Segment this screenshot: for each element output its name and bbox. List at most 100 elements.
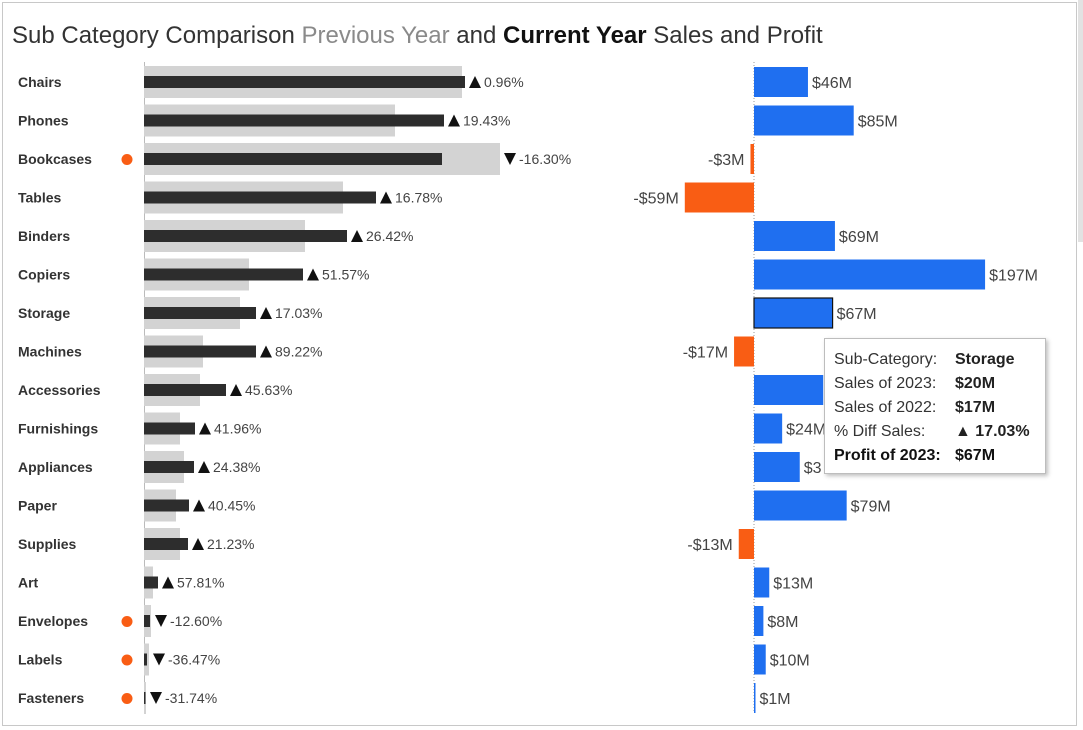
profit-label-machines: -$17M	[683, 345, 728, 362]
curr-year-bar-envelopes[interactable]	[144, 615, 150, 627]
profit-bar-labels[interactable]	[754, 644, 766, 675]
curr-year-bar-accessories[interactable]	[144, 384, 226, 396]
title-part-1: Sub Category Comparison	[12, 22, 302, 49]
profit-label-bookcases: -$3M	[708, 152, 744, 169]
title-part-5: Sales and Profit	[646, 22, 823, 49]
profit-bar-bookcases[interactable]	[750, 144, 754, 174]
category-label-labels: Labels	[18, 652, 63, 668]
curr-year-bar-storage[interactable]	[144, 307, 256, 319]
category-label-bookcases: Bookcases	[18, 151, 92, 167]
decline-marker-labels	[121, 654, 133, 666]
profit-label-binders: $69M	[839, 229, 879, 246]
curr-year-bar-furnishings[interactable]	[144, 422, 195, 435]
profit-panel: $46M $85M -$3M -$59M $69M $197M $67M -$17M $24M $…	[633, 62, 1038, 713]
curr-year-bar-tables[interactable]	[144, 191, 376, 204]
profit-bar-furnishings[interactable]	[754, 413, 783, 444]
category-label-furnishings: Furnishings	[18, 421, 98, 437]
up-triangle-icon-copiers	[307, 268, 319, 281]
tooltip-row-profit: Profit of 2023: $67M	[834, 444, 1045, 468]
profit-bar-tables[interactable]	[684, 182, 754, 213]
up-triangle-icon-art	[162, 576, 174, 589]
profit-label-tables: -$59M	[633, 191, 678, 208]
curr-year-bar-copiers[interactable]	[144, 268, 303, 281]
profit-bar-accessories[interactable]	[754, 375, 824, 405]
profit-label-copiers: $197M	[989, 268, 1038, 285]
up-triangle-icon-supplies	[192, 538, 204, 550]
category-label-supplies: Supplies	[18, 536, 77, 552]
up-triangle-icon-appliances	[198, 461, 210, 473]
curr-year-bar-paper[interactable]	[144, 499, 189, 512]
pct-diff-label-chairs: 0.96%	[484, 74, 524, 90]
pct-diff-label-supplies: 21.23%	[207, 536, 254, 552]
profit-bar-storage[interactable]	[753, 297, 834, 329]
category-label-phones: Phones	[18, 113, 69, 129]
profit-label-art: $13M	[773, 576, 813, 593]
tooltip-value: $17M	[955, 399, 996, 416]
pct-diff-label-paper: 40.45%	[208, 498, 255, 514]
pct-diff-label-copiers: 51.57%	[322, 267, 369, 283]
tooltip-key: Sales of 2022:	[834, 399, 937, 416]
storage-tooltip: Sub-Category: Storage Sales of 2023: $20M …	[824, 338, 1046, 474]
tooltip-row-sales-2023: Sales of 2023: $20M	[834, 372, 1045, 396]
down-triangle-icon-envelopes	[155, 615, 167, 627]
profit-label-supplies: -$13M	[687, 537, 732, 554]
profit-bar-binders[interactable]	[754, 221, 835, 251]
curr-year-bar-appliances[interactable]	[144, 461, 194, 473]
tooltip-key: % Diff Sales:	[834, 423, 926, 440]
category-label-binders: Binders	[18, 228, 70, 244]
category-label-machines: Machines	[18, 344, 82, 360]
profit-label-chairs: $46M	[812, 75, 852, 92]
up-triangle-icon-phones	[448, 114, 460, 127]
pct-diff-label-art: 57.81%	[177, 575, 224, 591]
profit-bar-envelopes[interactable]	[754, 606, 764, 636]
profit-label-envelopes: $8M	[767, 614, 798, 631]
category-label-appliances: Appliances	[18, 459, 93, 475]
pct-diff-label-fasteners: -31.74%	[165, 690, 217, 706]
profit-bar-copiers[interactable]	[754, 259, 986, 290]
profit-bar-phones[interactable]	[754, 105, 854, 136]
chart-title: Sub Category Comparison Previous Year an…	[12, 22, 823, 50]
tooltip-value: ▲ 17.03%	[955, 423, 1030, 440]
tooltip-key: Sales of 2023:	[834, 375, 937, 392]
category-label-storage: Storage	[18, 305, 70, 321]
up-triangle-icon-machines	[260, 345, 272, 358]
pct-diff-label-labels: -36.47%	[168, 652, 220, 668]
pct-diff-label-storage: 17.03%	[275, 305, 322, 321]
profit-bar-paper[interactable]	[754, 490, 847, 521]
profit-bar-supplies[interactable]	[738, 529, 754, 559]
profit-label-labels: $10M	[770, 653, 810, 670]
profit-label-phones: $85M	[858, 114, 898, 131]
tooltip-key: Sub-Category:	[834, 351, 938, 368]
curr-year-bar-supplies[interactable]	[144, 538, 188, 550]
curr-year-bar-chairs[interactable]	[144, 76, 465, 88]
category-label-chairs: Chairs	[18, 74, 62, 90]
profit-bar-chairs[interactable]	[754, 67, 808, 97]
profit-bar-machines[interactable]	[734, 336, 754, 367]
profit-label-fasteners: $1M	[760, 691, 791, 708]
curr-year-bar-binders[interactable]	[144, 230, 347, 242]
curr-year-bar-labels[interactable]	[144, 653, 147, 666]
profit-bar-art[interactable]	[754, 567, 770, 598]
pct-diff-label-bookcases: -16.30%	[519, 151, 571, 167]
up-triangle-icon-paper	[193, 499, 205, 512]
pct-diff-label-binders: 26.42%	[366, 228, 413, 244]
up-triangle-icon-binders	[351, 230, 363, 242]
decline-marker-fasteners	[121, 693, 133, 704]
curr-year-bar-phones[interactable]	[144, 114, 444, 127]
curr-year-bar-art[interactable]	[144, 576, 158, 589]
curr-year-bar-fasteners[interactable]	[144, 692, 146, 704]
down-triangle-icon-labels	[153, 653, 165, 666]
curr-year-bar-bookcases[interactable]	[144, 153, 442, 165]
curr-year-bar-machines[interactable]	[144, 345, 256, 358]
profit-label-storage: $67M	[837, 306, 877, 323]
category-label-art: Art	[18, 575, 39, 591]
profit-bar-appliances[interactable]	[754, 452, 800, 482]
tooltip-value: Storage	[955, 351, 1015, 368]
tooltip-row-sales-2022: Sales of 2022: $17M	[834, 396, 1045, 420]
scrollbar-edge[interactable]	[1078, 0, 1083, 242]
up-triangle-icon-furnishings	[199, 422, 211, 435]
up-triangle-icon-chairs	[469, 76, 481, 88]
category-label-fasteners: Fasteners	[18, 690, 84, 706]
profit-bar-fasteners[interactable]	[754, 683, 756, 713]
